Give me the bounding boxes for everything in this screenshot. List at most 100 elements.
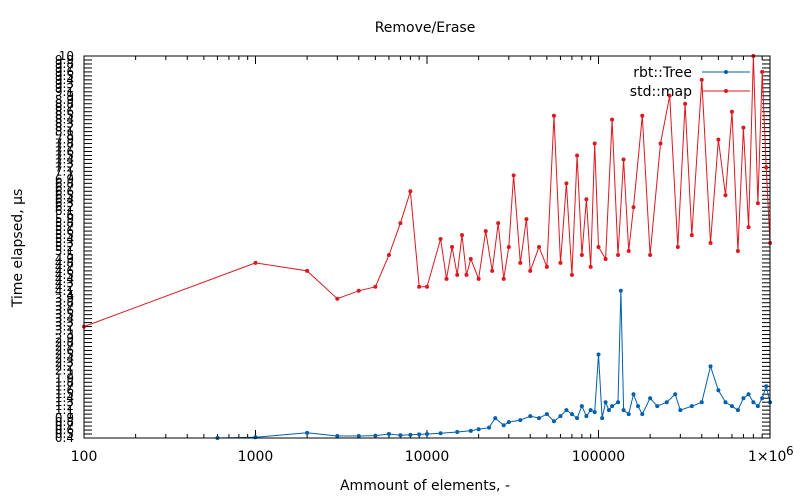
- data-point: [468, 428, 473, 433]
- y-tick-label: 1.4: [55, 391, 74, 405]
- y-tick-label: 9.7: [55, 61, 74, 75]
- legend-label: rbt::Tree: [633, 65, 692, 81]
- data-point: [511, 173, 516, 178]
- data-point: [616, 400, 621, 405]
- y-tick-label: 8.2: [55, 121, 74, 135]
- y-tick-label: 6.1: [55, 204, 74, 218]
- y-tick-label: 7: [66, 168, 74, 182]
- y-tick-label: 2.5: [55, 347, 74, 361]
- y-tick-label: 7.5: [55, 148, 74, 162]
- y-tick-label: 3: [66, 328, 74, 342]
- data-point: [655, 404, 660, 409]
- y-tick-label: 4.7: [55, 260, 74, 274]
- data-point: [564, 408, 569, 413]
- data-point: [755, 201, 760, 206]
- data-point: [544, 412, 549, 417]
- y-tick-label: 7.7: [55, 141, 74, 155]
- axis-ticks: 100 1000 10000 100000 1×10 60.40.50.60.70.80.…: [55, 49, 794, 465]
- data-point: [746, 225, 751, 230]
- legend-label: std::map: [630, 84, 692, 100]
- data-point: [551, 113, 556, 118]
- data-point: [723, 400, 728, 405]
- y-tick-label: 5.8: [55, 216, 74, 230]
- data-point: [648, 396, 653, 401]
- y-tick-label: 9.3: [55, 77, 74, 91]
- data-point: [755, 404, 760, 409]
- data-point: [592, 410, 597, 415]
- y-tick-label: 8.6: [55, 105, 74, 119]
- data-point: [631, 205, 636, 210]
- data-point: [636, 404, 641, 409]
- series-std-map: [82, 54, 772, 329]
- data-point: [544, 264, 549, 269]
- y-tick-label: 10: [59, 49, 74, 63]
- data-point: [501, 276, 506, 281]
- data-point: [760, 396, 765, 401]
- y-tick-label: 4: [66, 288, 74, 302]
- data-point: [386, 252, 391, 257]
- data-point: [487, 425, 492, 430]
- y-tick-label: 9: [66, 89, 74, 103]
- data-point: [610, 404, 615, 409]
- y-tick-label: 1.8: [55, 375, 74, 389]
- data-point: [616, 252, 621, 257]
- y-tick-label: 9.1: [55, 85, 74, 99]
- data-point: [537, 416, 542, 421]
- data-point: [468, 256, 473, 261]
- y-tick-label: 3.7: [55, 300, 74, 314]
- data-point: [579, 404, 584, 409]
- y-tick-label: 7.9: [55, 133, 74, 147]
- data-point: [610, 117, 615, 122]
- data-point: [716, 388, 721, 393]
- data-point: [658, 141, 663, 146]
- y-tick-label: 5.2: [55, 240, 74, 254]
- data-point: [398, 433, 403, 438]
- y-tick-label: 0.6: [55, 423, 74, 437]
- y-tick-label: 3.8: [55, 296, 74, 310]
- data-point: [425, 432, 429, 437]
- data-point: [444, 276, 449, 281]
- data-point: [398, 221, 403, 226]
- data-point: [528, 414, 533, 419]
- data-point: [664, 400, 669, 405]
- data-point: [626, 412, 631, 417]
- y-tick-label: 5.7: [55, 220, 74, 234]
- y-tick-label: 8.1: [55, 125, 74, 139]
- data-point: [631, 392, 636, 397]
- data-point: [335, 434, 340, 439]
- x-tick-label: 1×10: [748, 449, 786, 465]
- y-tick-label: 8.3: [55, 117, 74, 131]
- plot-border: [83, 55, 771, 439]
- data-point: [588, 408, 593, 413]
- y-tick-label: 5.9: [55, 212, 74, 226]
- y-tick-label: 5.6: [55, 224, 74, 238]
- x-tick-label: 10000: [405, 449, 450, 465]
- data-point: [760, 69, 765, 74]
- y-axis-label: Time elapsed, µs: [10, 189, 26, 309]
- y-tick-label: 1.9: [55, 371, 74, 385]
- chart-title: Remove/Erase: [375, 20, 476, 36]
- data-point: [450, 245, 455, 249]
- data-point: [356, 434, 361, 439]
- y-tick-label: 8.8: [55, 97, 74, 111]
- data-point: [524, 217, 529, 222]
- data-point: [438, 431, 443, 436]
- y-tick-label: 0.7: [55, 419, 74, 433]
- data-point: [751, 400, 756, 405]
- x-tick-label: 1000: [238, 449, 274, 465]
- data-point: [588, 264, 593, 269]
- y-tick-label: 5.5: [55, 228, 74, 242]
- data-point: [640, 113, 645, 118]
- series-line: [83, 55, 771, 328]
- data-point: [569, 412, 574, 417]
- data-point: [373, 284, 378, 289]
- data-point: [569, 272, 574, 277]
- data-point: [764, 384, 769, 389]
- data-point: [675, 245, 680, 249]
- legend-marker: [724, 89, 728, 93]
- y-tick-label: 3.1: [55, 324, 74, 338]
- y-tick-label: 7.6: [55, 145, 74, 159]
- x-axis-label: Ammount of elements, -: [340, 478, 510, 494]
- data-point: [537, 245, 542, 249]
